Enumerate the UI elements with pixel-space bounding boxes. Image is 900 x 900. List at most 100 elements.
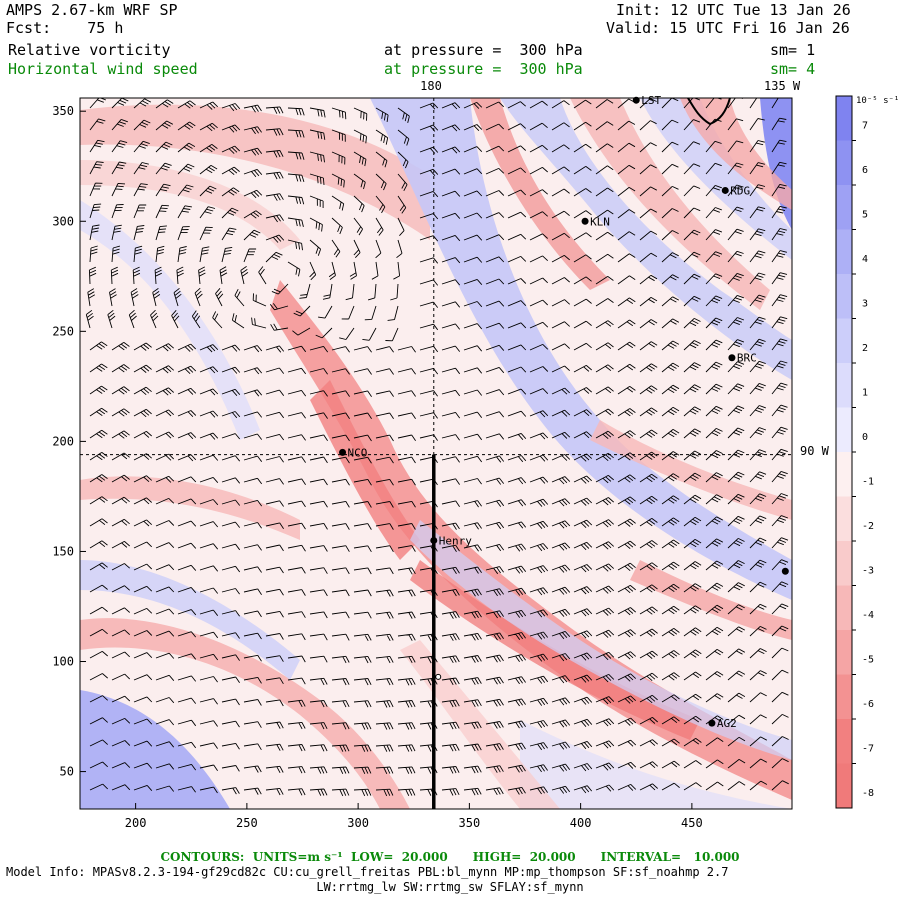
contour-info: CONTOURS: UNITS=m s⁻¹ LOW= 20.000 HIGH= … — [160, 850, 740, 864]
wind-barb — [639, 650, 658, 659]
wind-barb — [463, 610, 482, 619]
wind-barb — [397, 500, 416, 508]
station-dot — [708, 719, 716, 727]
wind-barb — [419, 699, 438, 708]
wind-barb — [441, 566, 460, 575]
wind-barb — [441, 766, 460, 774]
wind-barb — [155, 608, 175, 615]
wind-barb — [749, 206, 766, 219]
field-wind-speed: Horizontal wind speed — [8, 60, 198, 78]
x-tick-label: 250 — [236, 816, 258, 830]
wind-barb — [485, 743, 504, 751]
wind-barb — [749, 338, 766, 351]
wind-barb — [419, 323, 439, 331]
wind-barb — [89, 717, 109, 725]
wind-barb — [287, 129, 305, 138]
wind-barb — [639, 252, 658, 263]
station-label: NCO — [348, 446, 368, 459]
wind-barb — [771, 316, 788, 329]
wind-barb — [529, 410, 549, 418]
wind-barb — [617, 761, 637, 769]
wind-barb — [727, 560, 745, 571]
wind-barb — [177, 564, 197, 571]
wind-barb — [133, 607, 153, 615]
wind-barb — [375, 678, 394, 686]
wind-barb — [155, 785, 175, 792]
wind-barb — [529, 720, 548, 728]
wind-barb — [177, 246, 187, 263]
wind-barb — [155, 343, 174, 352]
wind-barb — [441, 699, 460, 708]
wind-barb — [397, 744, 416, 752]
wind-barb — [507, 388, 527, 395]
wind-barb — [111, 118, 128, 131]
wind-barb — [463, 234, 483, 241]
wind-barb — [749, 758, 768, 769]
wind-barb — [265, 787, 284, 796]
wind-barb — [771, 758, 789, 769]
wind-barb — [529, 233, 549, 241]
wind-barb — [749, 625, 767, 637]
wind-barb — [221, 543, 241, 551]
wind-barb — [617, 231, 636, 241]
wind-barb — [749, 648, 767, 659]
wind-barb — [507, 477, 527, 485]
wind-barb — [419, 677, 438, 686]
wind-barb — [339, 327, 355, 340]
colorbar-units: 10⁻⁵ s⁻¹ — [856, 96, 899, 106]
wind-barb — [507, 211, 527, 219]
wind-barb — [617, 673, 637, 682]
wind-barb — [318, 305, 333, 319]
wind-barb — [177, 184, 194, 197]
wind-barb — [89, 695, 109, 703]
wind-barb — [331, 217, 343, 235]
wind-barb — [221, 246, 233, 263]
wind-barb — [173, 287, 182, 307]
wind-barb — [683, 207, 701, 219]
wind-barb — [265, 500, 284, 507]
wind-barb — [364, 305, 377, 321]
wind-barb — [441, 411, 461, 419]
wind-barb — [551, 763, 571, 772]
wind-barb — [441, 721, 460, 730]
wind-barb — [243, 610, 262, 618]
wind-barb — [265, 411, 285, 419]
wind-barb — [507, 632, 526, 640]
wind-barb — [441, 478, 460, 485]
wind-barb — [419, 412, 438, 419]
wind-barb — [177, 498, 197, 505]
wind-barb — [507, 145, 527, 153]
wind-barb — [551, 498, 571, 507]
wind-barb — [463, 655, 482, 663]
wind-barb — [309, 368, 328, 375]
wind-barb — [133, 98, 152, 109]
wind-barb — [155, 586, 175, 593]
wind-barb — [293, 305, 311, 317]
wind-barb — [441, 146, 461, 154]
wind-barb — [573, 320, 592, 329]
wind-barb — [177, 410, 197, 418]
wind-barb — [133, 718, 153, 725]
wind-barb — [463, 212, 483, 219]
wind-barb — [683, 583, 702, 593]
wind-barb — [441, 212, 461, 219]
wind-barb — [683, 539, 702, 549]
wind-barb — [309, 655, 328, 663]
wind-barb — [198, 266, 206, 285]
wind-barb — [221, 411, 241, 419]
wind-barb — [397, 478, 416, 486]
wind-barb — [130, 288, 139, 307]
wind-barb — [89, 341, 108, 351]
y-tick-label: 150 — [52, 544, 74, 558]
wind-barb — [199, 101, 219, 110]
wind-barb — [639, 385, 658, 395]
wind-barb — [221, 455, 241, 462]
wind-barb — [661, 539, 680, 549]
y-tick-label: 200 — [52, 434, 74, 448]
wind-barb — [133, 563, 153, 571]
wind-barb — [639, 761, 658, 769]
wind-barb — [177, 343, 197, 352]
wind-barb — [727, 626, 746, 637]
wind-barb — [727, 471, 745, 483]
wind-barb — [243, 389, 263, 397]
